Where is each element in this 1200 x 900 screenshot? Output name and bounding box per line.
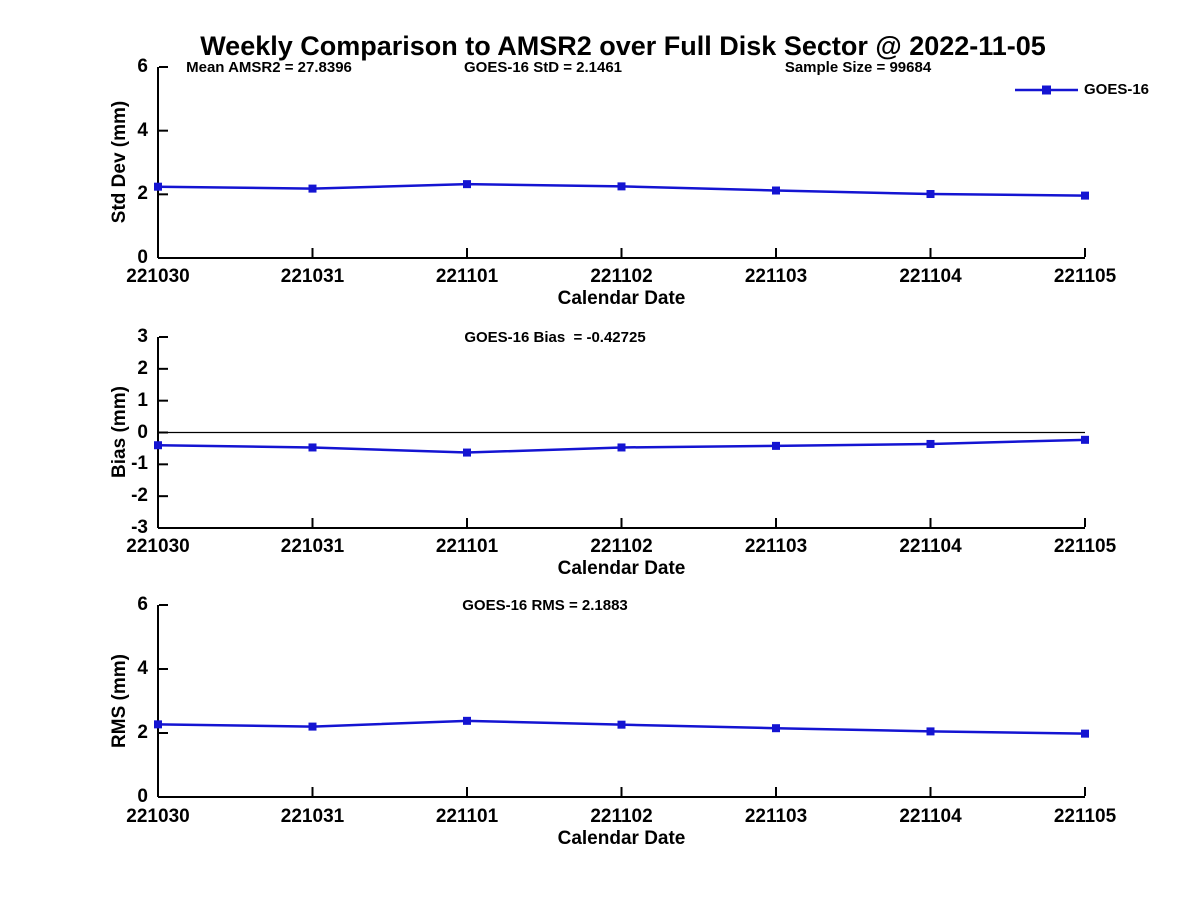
bias-y-tick-label: -3 xyxy=(131,517,148,538)
std-dev-y-tick-label: 4 xyxy=(137,119,148,141)
std-dev-data-marker xyxy=(308,184,317,193)
std-dev-x-tick-label: 221030 xyxy=(126,266,190,287)
std-dev-data-marker xyxy=(154,182,162,191)
rms-x-tick-label: 221030 xyxy=(126,806,190,827)
bias-y-tick-label: 3 xyxy=(137,326,148,347)
bias-y-tick-label: 1 xyxy=(137,389,148,411)
rms-data-marker xyxy=(1081,729,1089,738)
rms-x-tick-label: 221031 xyxy=(280,806,345,827)
bias-y-tick-label: -1 xyxy=(131,453,148,475)
bias-x-tick-label: 221102 xyxy=(590,536,653,557)
std-dev-data-marker xyxy=(1081,191,1089,200)
bias-y-tick-label: -2 xyxy=(131,485,148,507)
rms-data-marker xyxy=(463,716,471,725)
sample-size-annotation: Sample Size = 99684 xyxy=(784,59,932,76)
legend-marker-icon xyxy=(1042,85,1051,95)
rms-axis-label: RMS (mm) xyxy=(109,654,130,748)
bias-data-marker xyxy=(1081,435,1089,444)
rms-x-tick-label: 221103 xyxy=(744,806,808,827)
mean-amsr2-annotation: Mean AMSR2 = 27.8396 xyxy=(186,59,352,76)
std-dev-x-tick-label: 221104 xyxy=(899,266,962,287)
std-dev-x-tick-label: 221101 xyxy=(435,266,499,287)
rms-y-tick-label: 6 xyxy=(137,594,148,615)
rms-data-marker xyxy=(772,724,780,733)
std-dev-x-tick-label: 221103 xyxy=(744,266,808,287)
rms-x-tick-label: 221101 xyxy=(435,806,499,827)
bias-y-tick-label: 2 xyxy=(137,357,148,379)
bias-x-tick-label: 221103 xyxy=(744,536,808,557)
bias-data-marker xyxy=(772,441,780,450)
rms-y-tick-label: 2 xyxy=(137,722,148,743)
std-dev-y-tick-label: 6 xyxy=(137,56,148,77)
std-dev-x-tick-label: 221102 xyxy=(590,266,653,287)
std-dev-x-tick-label: 221105 xyxy=(1053,266,1117,287)
rms-x-tick-label: 221102 xyxy=(590,806,653,827)
bias-x-tick-label: 221030 xyxy=(126,536,190,557)
rms-y-tick-label: 0 xyxy=(137,786,148,807)
bias-x-tick-label: 221105 xyxy=(1053,536,1117,557)
rms-data-marker xyxy=(926,727,935,736)
figure-title: Weekly Comparison to AMSR2 over Full Dis… xyxy=(200,31,1046,61)
std-dev-data-marker xyxy=(463,180,471,189)
bias-x-tick-label: 221101 xyxy=(435,536,499,557)
std-dev-data-marker xyxy=(772,186,780,195)
rms-y-tick-label: 4 xyxy=(137,658,148,679)
bias-data-marker xyxy=(617,443,626,452)
bias-x-tick-label: 221104 xyxy=(899,536,962,557)
calendar-date-label: Calendar Date xyxy=(557,288,686,309)
rms-data-marker xyxy=(308,722,317,731)
rms-data-marker xyxy=(617,720,626,729)
rms-x-tick-label: 221105 xyxy=(1053,806,1117,827)
calendar-date-label: Calendar Date xyxy=(557,558,686,579)
bias-data-marker xyxy=(308,443,317,452)
goes16-rms-annotation: GOES-16 RMS = 2.1883 xyxy=(462,597,628,614)
goes16-std-annotation: GOES-16 StD = 2.1461 xyxy=(464,59,622,76)
std-dev-y-tick-label: 0 xyxy=(137,247,148,268)
bias-x-tick-label: 221031 xyxy=(280,536,345,557)
goes16-bias-annotation: GOES-16 Bias = -0.42725 xyxy=(464,329,646,346)
std-dev-x-tick-label: 221031 xyxy=(280,266,345,287)
std-dev-axis-label: Std Dev (mm) xyxy=(109,100,130,224)
bias-y-tick-label: 0 xyxy=(137,421,148,443)
bias-data-marker xyxy=(926,439,935,448)
bias-data-marker xyxy=(154,441,162,450)
std-dev-data-marker xyxy=(617,182,626,191)
bias-data-marker xyxy=(463,448,471,457)
calendar-date-label: Calendar Date xyxy=(557,828,686,849)
rms-data-marker xyxy=(154,720,162,729)
rms-x-tick-label: 221104 xyxy=(899,806,962,827)
std-dev-y-tick-label: 2 xyxy=(137,183,148,205)
std-dev-data-marker xyxy=(926,190,935,199)
legend-goes16-label: GOES-16 xyxy=(1084,81,1150,98)
